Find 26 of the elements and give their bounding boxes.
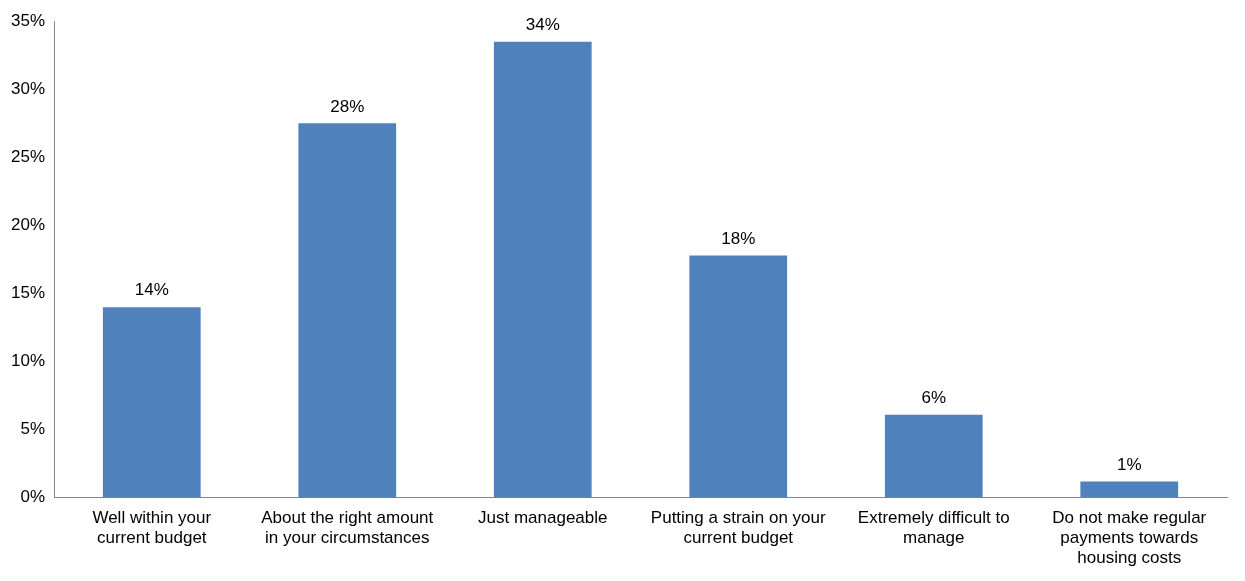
y-tick-label: 30%: [10, 78, 46, 98]
bar: [493, 41, 592, 498]
data-label: 14%: [134, 280, 169, 300]
bar: [1080, 481, 1179, 498]
bar: [689, 255, 788, 498]
x-tick-label: Putting a strain on your current budget: [650, 507, 827, 548]
x-tick-label: Just manageable: [478, 507, 608, 527]
data-label: 28%: [330, 96, 365, 116]
data-label: 34%: [525, 14, 560, 34]
data-label: 18%: [721, 228, 756, 248]
y-tick-label: 10%: [10, 351, 46, 371]
y-tick-label: 25%: [10, 147, 46, 167]
y-tick-label: 15%: [10, 283, 46, 303]
y-tick-label: 20%: [10, 215, 46, 235]
bar: [884, 414, 983, 498]
x-tick-label: Well within your current budget: [92, 507, 212, 548]
bar: [102, 307, 201, 498]
x-tick-label: Extremely difficult to manage: [857, 507, 1010, 548]
y-tick-label: 0%: [20, 487, 46, 507]
bar: [298, 123, 397, 498]
x-tick-label: Do not make regular payments towards housing costs: [1052, 507, 1207, 568]
y-tick-label: 35%: [10, 10, 46, 30]
y-tick-label: 5%: [20, 419, 46, 439]
x-tick-label: About the right amount in your circumstances: [261, 507, 434, 548]
data-label: 6%: [921, 387, 947, 407]
data-label: 1%: [1116, 454, 1142, 474]
